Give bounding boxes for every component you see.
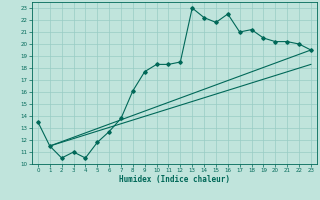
X-axis label: Humidex (Indice chaleur): Humidex (Indice chaleur)	[119, 175, 230, 184]
